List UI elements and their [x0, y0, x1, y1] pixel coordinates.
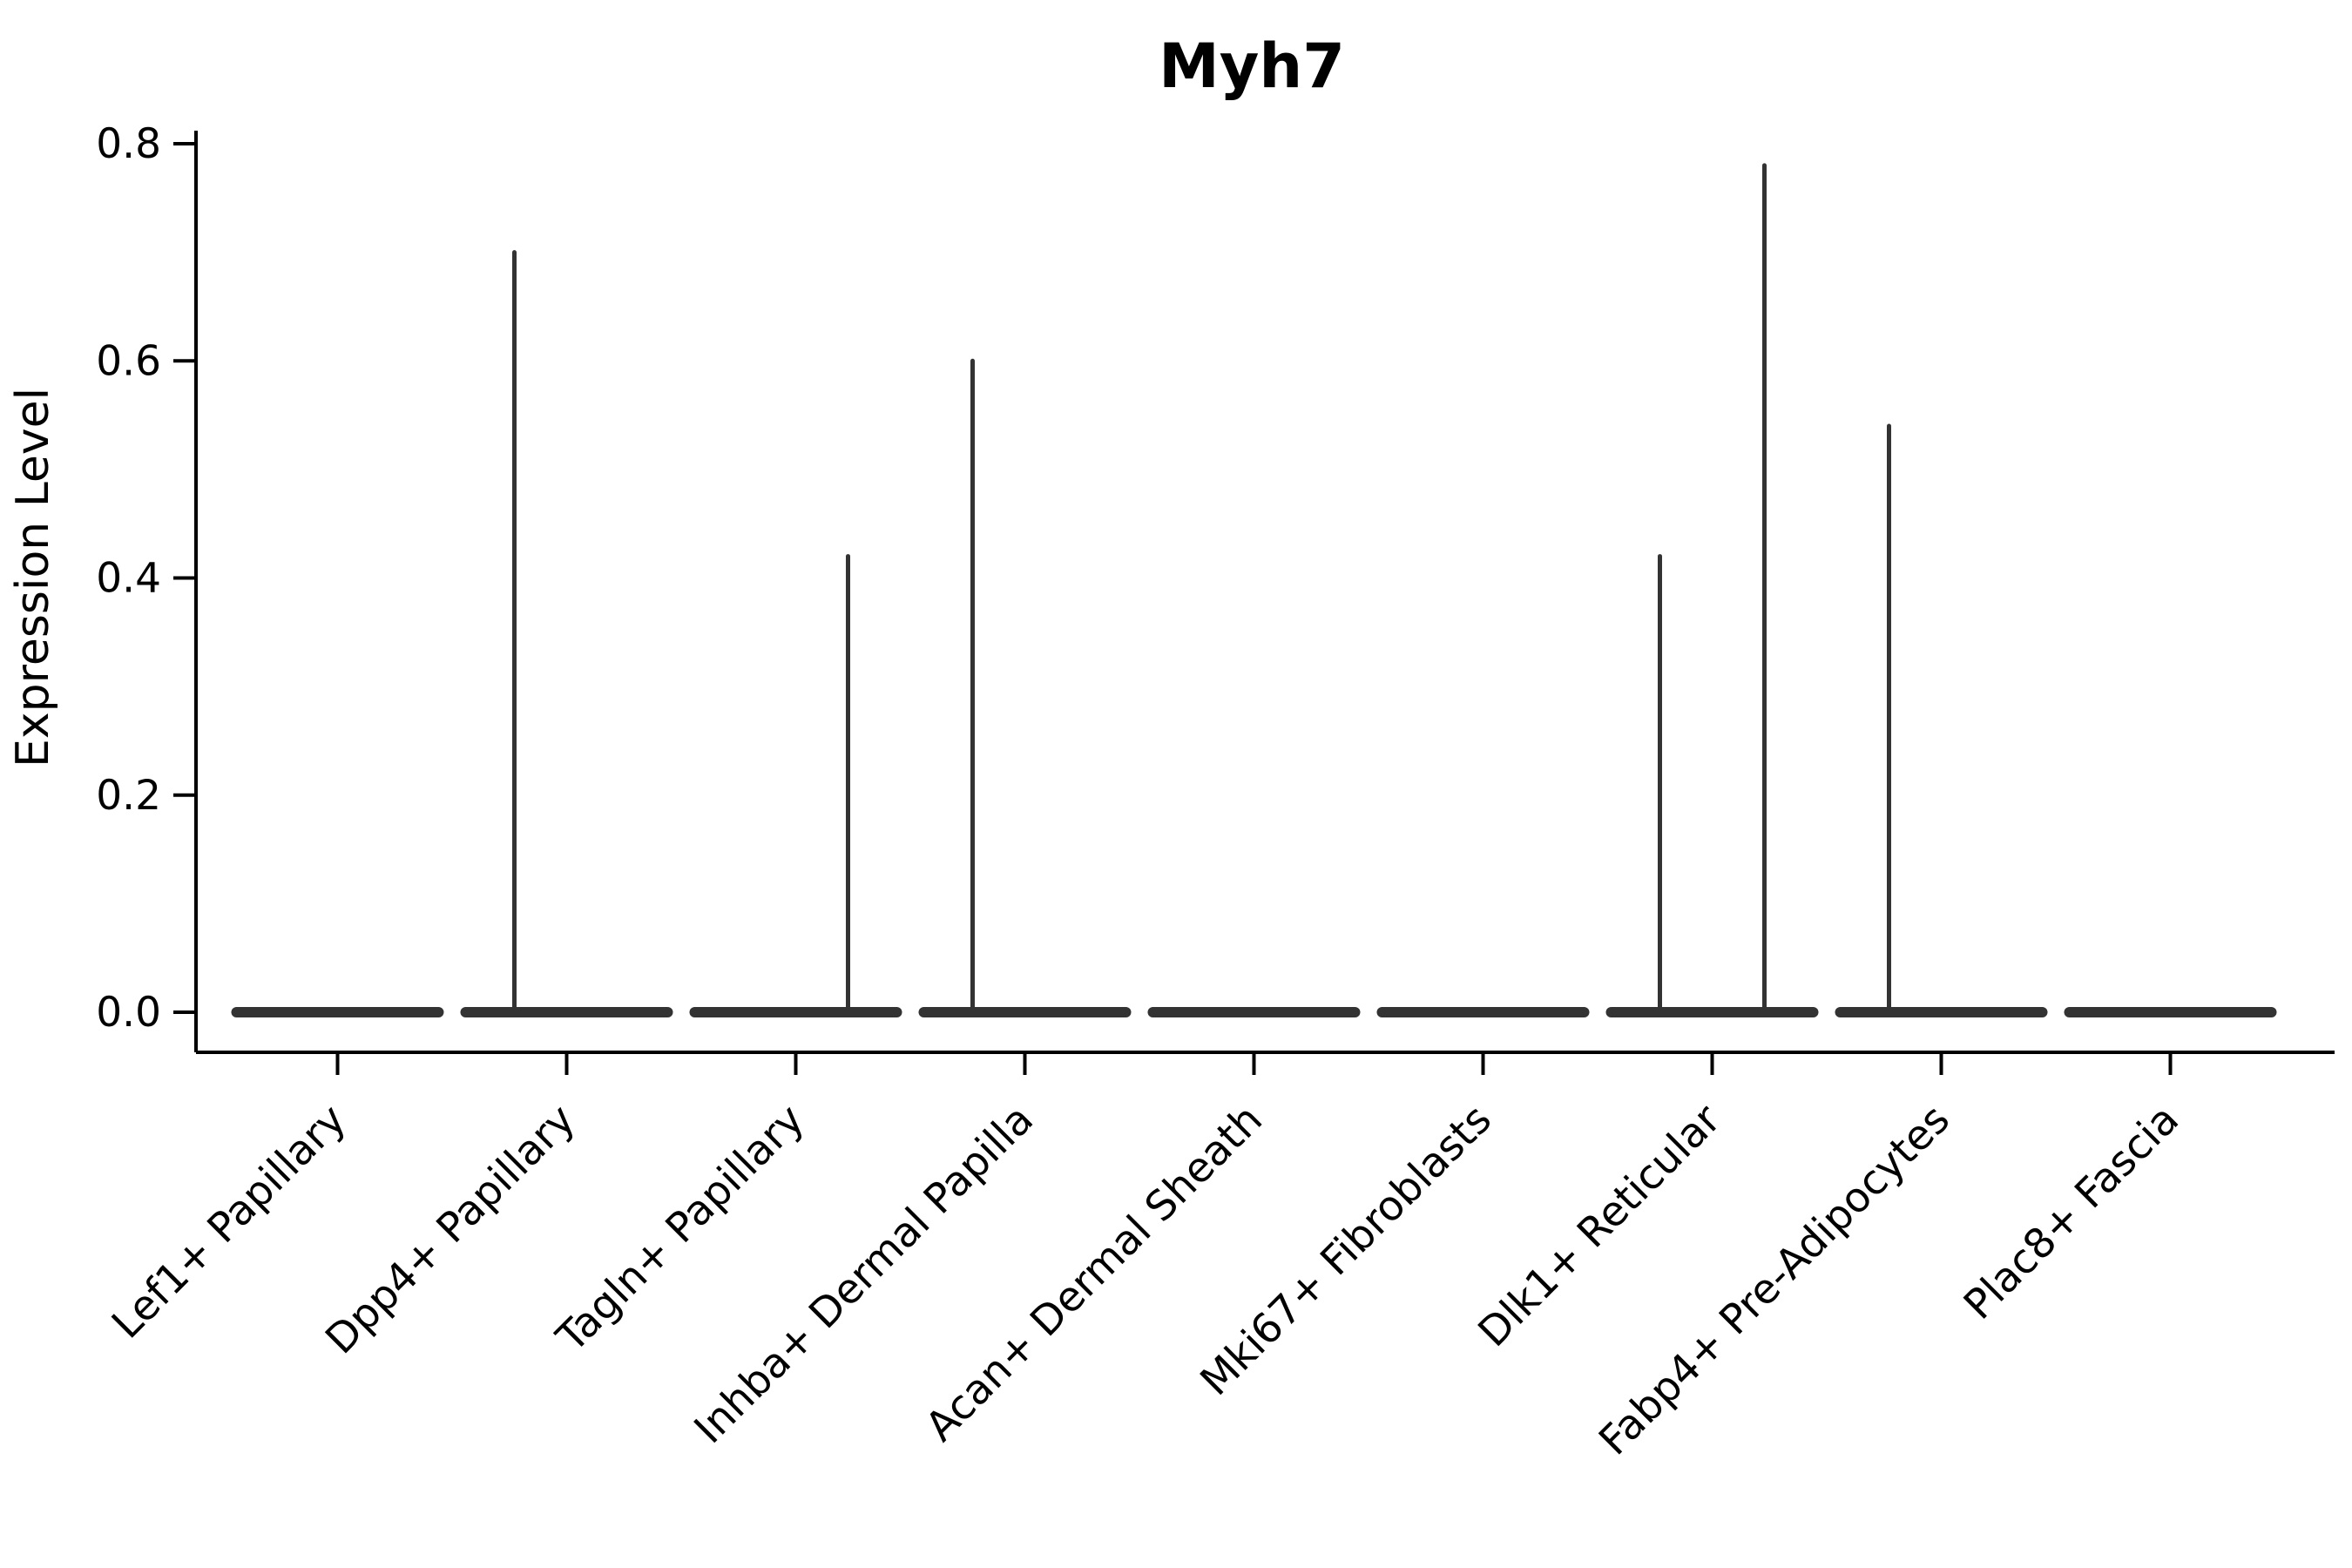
y-tick-label: 0.0	[96, 989, 161, 1037]
chart-title: Myh7	[1159, 30, 1345, 102]
x-tick-label: Lef1+ Papillary	[103, 1096, 355, 1348]
y-tick-label: 0.4	[96, 555, 161, 603]
x-tick-label: Dpp4+ Papillary	[316, 1096, 585, 1364]
violin-series	[231, 163, 2277, 1017]
y-axis-ticks: 0.0 0.2 0.4 0.6 0.8	[96, 120, 196, 1037]
y-tick-label: 0.2	[96, 772, 161, 820]
x-tick-label: Tagln+ Papillary	[547, 1096, 814, 1362]
x-tick-label: Dlk1+ Reticular	[1470, 1095, 1731, 1356]
x-tick-label: Plac8+ Fascia	[1955, 1096, 2188, 1329]
y-tick-label: 0.6	[96, 337, 161, 385]
y-tick-label: 0.8	[96, 120, 161, 168]
y-axis-label: Expression Level	[7, 388, 59, 767]
